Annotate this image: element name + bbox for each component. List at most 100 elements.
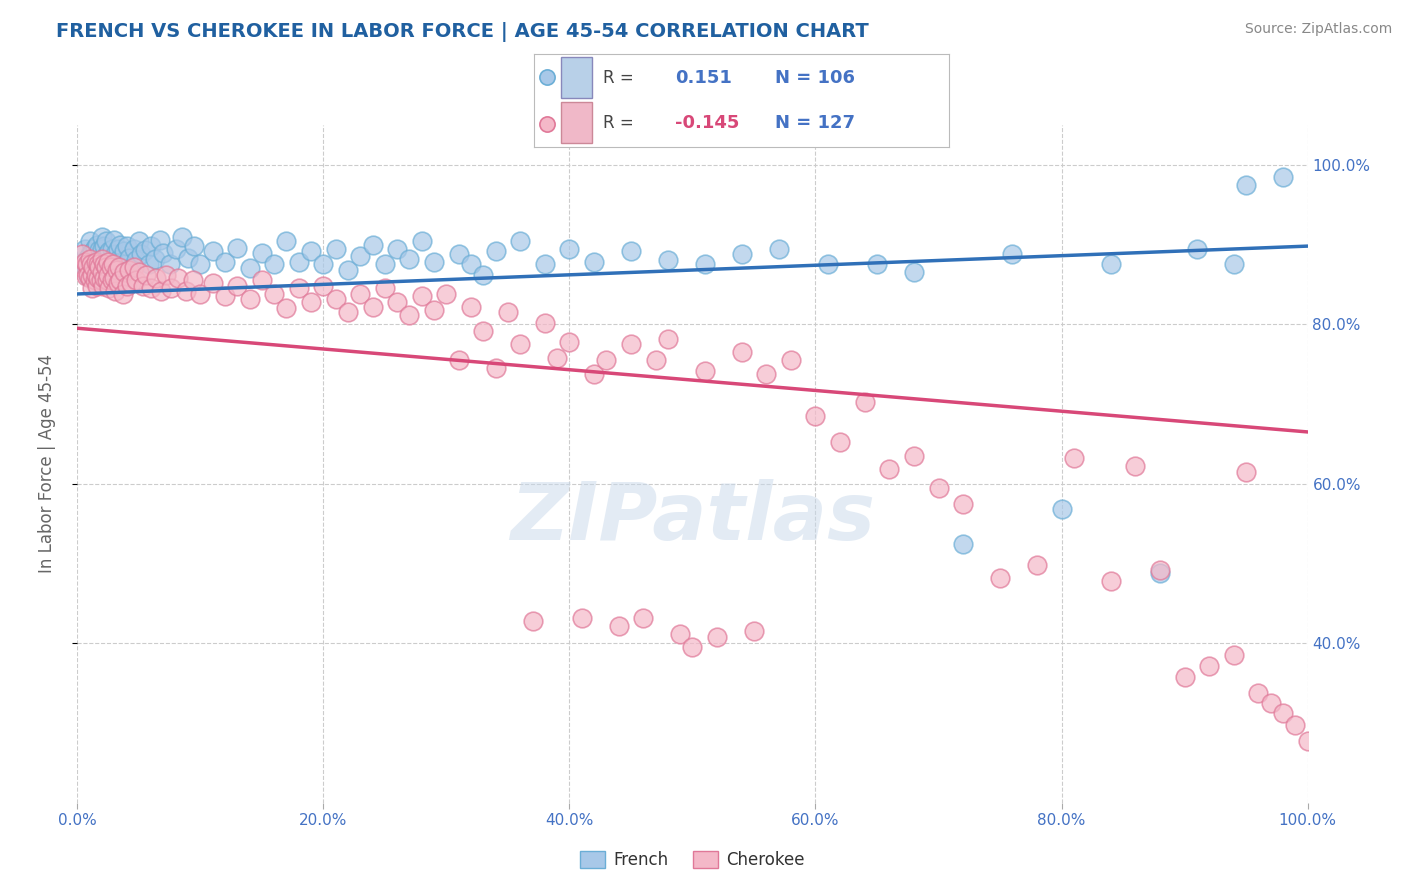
Point: [583, 367, 606, 381]
Point: [325, 292, 347, 306]
Point: [90, 242, 114, 256]
Point: [149, 233, 172, 247]
Point: [121, 276, 143, 290]
Point: [152, 246, 174, 260]
Point: [77, 268, 100, 282]
Point: [128, 234, 150, 248]
Point: [263, 257, 285, 271]
Point: [150, 284, 173, 298]
Point: [93, 257, 115, 271]
Text: N = 106: N = 106: [775, 69, 855, 87]
Point: [104, 247, 127, 261]
Point: [82, 260, 104, 274]
Point: [423, 302, 446, 317]
Point: [108, 260, 131, 274]
Point: [181, 273, 204, 287]
Point: [288, 255, 311, 269]
Point: [239, 261, 262, 276]
Point: [90, 265, 114, 279]
Point: [1296, 733, 1319, 747]
Point: [312, 279, 335, 293]
Point: [620, 244, 643, 258]
Point: [669, 626, 692, 640]
Point: [107, 242, 129, 256]
Point: [131, 247, 153, 261]
Point: [349, 287, 371, 301]
Point: [607, 619, 630, 633]
Point: [374, 257, 396, 271]
Point: [1125, 459, 1147, 474]
Point: [436, 287, 458, 301]
Point: [76, 252, 98, 266]
Point: [84, 263, 107, 277]
Point: [111, 255, 132, 269]
Point: [534, 257, 557, 271]
Point: [79, 234, 101, 248]
Point: [125, 253, 148, 268]
Point: [387, 294, 409, 309]
Point: [214, 289, 236, 303]
Point: [1234, 465, 1257, 479]
Point: [337, 263, 360, 277]
Point: [155, 268, 177, 282]
Point: [91, 252, 114, 266]
Point: [299, 294, 322, 309]
Point: [79, 252, 101, 266]
Point: [159, 257, 181, 271]
Point: [731, 247, 754, 261]
Point: [87, 257, 110, 271]
Text: 0.151: 0.151: [675, 69, 733, 87]
Point: [80, 257, 103, 271]
Point: [87, 271, 110, 285]
Point: [1234, 178, 1257, 192]
Point: [952, 497, 974, 511]
Point: [952, 536, 974, 550]
Point: [77, 269, 100, 284]
Point: [1260, 696, 1282, 710]
Point: [546, 351, 568, 365]
Point: [682, 640, 704, 655]
Point: [97, 268, 120, 282]
Point: [1272, 169, 1295, 184]
Point: [731, 345, 754, 359]
Point: [70, 247, 93, 261]
Point: [485, 361, 508, 376]
Point: [1247, 686, 1270, 700]
Point: [496, 305, 519, 319]
Point: [91, 279, 114, 293]
Point: [387, 242, 409, 256]
Point: [879, 462, 901, 476]
Point: [73, 242, 96, 256]
Point: [82, 244, 104, 259]
Point: [82, 255, 104, 269]
Point: [122, 260, 145, 274]
Point: [190, 257, 212, 271]
Point: [141, 281, 163, 295]
Point: [398, 252, 420, 266]
Point: [1149, 563, 1171, 577]
Point: [1063, 451, 1085, 466]
Point: [349, 250, 371, 264]
Text: ZIPatlas: ZIPatlas: [510, 479, 875, 558]
Point: [84, 251, 107, 265]
Point: [239, 292, 262, 306]
Point: [111, 287, 134, 301]
Point: [83, 241, 105, 255]
Point: [115, 239, 138, 253]
Point: [90, 273, 112, 287]
Point: [522, 614, 544, 628]
FancyBboxPatch shape: [561, 57, 592, 98]
Point: [903, 449, 925, 463]
Point: [830, 435, 852, 450]
Point: [73, 255, 96, 269]
Point: [89, 260, 111, 274]
Point: [93, 239, 115, 253]
Point: [105, 263, 128, 277]
Point: [1149, 566, 1171, 580]
Point: [122, 242, 145, 256]
Point: [1001, 247, 1024, 261]
Point: [94, 260, 117, 274]
Point: [97, 268, 120, 282]
Point: [79, 247, 101, 261]
Point: [1223, 257, 1246, 271]
